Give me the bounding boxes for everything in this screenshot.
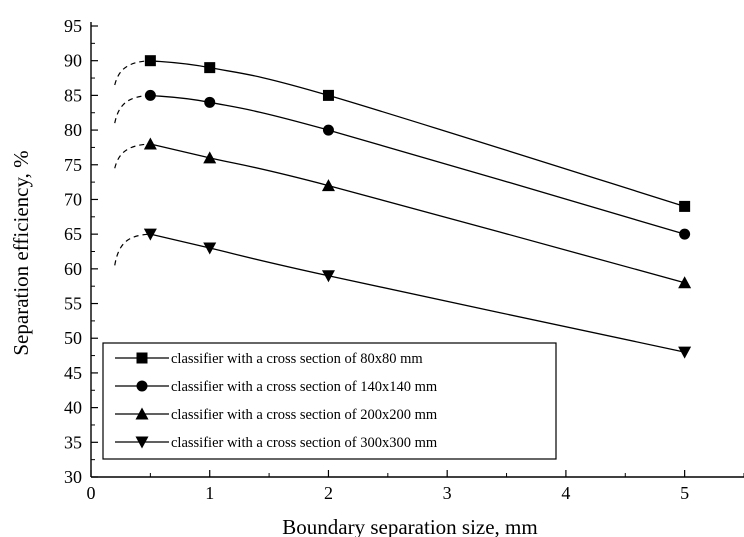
data-point: [204, 96, 216, 108]
x-tick-label: 2: [324, 483, 333, 503]
data-point: [678, 346, 692, 359]
legend-label: classifier with a cross section of 300x3…: [171, 435, 438, 451]
x-tick-label: 5: [680, 483, 689, 503]
y-tick-label: 80: [64, 120, 82, 140]
y-tick-label: 30: [64, 467, 82, 487]
legend: classifier with a cross section of 80x80…: [102, 342, 557, 460]
x-axis-title: Boundary separation size, mm: [282, 515, 537, 537]
x-tick-label: 0: [87, 483, 96, 503]
data-point: [679, 228, 691, 240]
data-point: [204, 62, 216, 74]
data-point: [203, 151, 217, 164]
legend-marker: [135, 436, 149, 449]
data-point: [322, 89, 334, 101]
data-point: [679, 200, 691, 212]
data-point: [144, 55, 156, 67]
ticks: [90, 25, 744, 478]
data-point: [203, 242, 217, 255]
legend-label: classifier with a cross section of 140x1…: [171, 379, 438, 395]
series-lines: [114, 60, 685, 353]
x-tick-label: 1: [205, 483, 214, 503]
series-dashed-start: [114, 233, 151, 266]
y-tick-label: 45: [64, 363, 82, 383]
y-tick-label: 50: [64, 328, 82, 348]
data-point: [144, 89, 156, 101]
series-line: [150, 233, 685, 353]
data-point: [321, 270, 335, 283]
data-point: [321, 179, 335, 192]
y-tick-label: 65: [64, 224, 82, 244]
axes: [90, 22, 744, 478]
series-line: [150, 143, 685, 284]
y-tick-label: 90: [64, 51, 82, 71]
y-tick-label: 35: [64, 432, 82, 452]
data-point: [322, 124, 334, 136]
legend-marker: [136, 352, 148, 364]
legend-label: classifier with a cross section of 200x2…: [171, 407, 438, 423]
y-tick-label: 85: [64, 85, 82, 105]
y-tick-label: 55: [64, 294, 82, 314]
legend-marker: [136, 380, 148, 392]
y-tick-label: 40: [64, 398, 82, 418]
legend-label: classifier with a cross section of 80x80…: [171, 351, 423, 367]
y-tick-label: 70: [64, 189, 82, 209]
x-tick-label: 3: [443, 483, 452, 503]
x-tick-label: 4: [561, 483, 570, 503]
y-tick-label: 75: [64, 155, 82, 175]
y-tick-label: 95: [64, 16, 82, 36]
series-line: [150, 60, 685, 208]
series-dashed-start: [114, 94, 151, 124]
data-point: [143, 228, 157, 241]
legend-box: [102, 342, 557, 460]
data-point: [678, 276, 692, 289]
series-line: [150, 94, 685, 235]
legend-marker: [135, 407, 149, 420]
series-dashed-start: [114, 60, 151, 86]
y-axis-title: Separation efficiency, %: [9, 150, 33, 355]
y-tick-label: 60: [64, 259, 82, 279]
series-dashed-start: [114, 143, 151, 169]
series-markers: [143, 55, 692, 359]
data-point: [143, 137, 157, 150]
